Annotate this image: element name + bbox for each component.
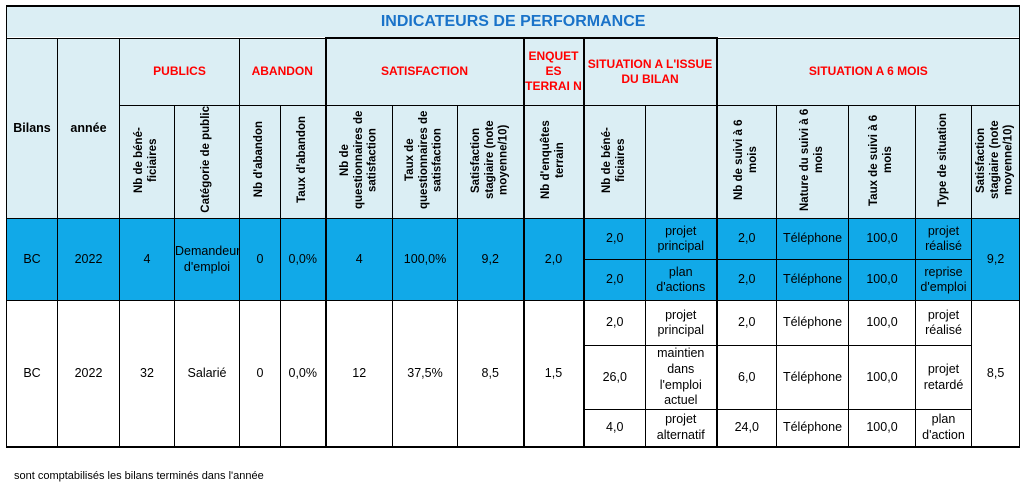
- performance-table: INDICATEURS DE PERFORMANCE Bilans année …: [5, 5, 1021, 448]
- cell-situation-nb: 4,0: [582, 409, 646, 448]
- cell-categorie: Salarié: [174, 300, 240, 448]
- group-situation-6mois: SITUATION A 6 MOIS: [715, 37, 1021, 106]
- cell-taux-questionnaires: 37,5%: [392, 300, 458, 448]
- header-taux-abandon: Taux d'abandon: [295, 116, 308, 203]
- header-nb-abandon: Nb d'abandon: [253, 121, 266, 198]
- group-publics: PUBLICS: [119, 37, 240, 106]
- cell-nature-suivi: Téléphone: [776, 259, 849, 302]
- cell-nb-suivi: 24,0: [716, 409, 777, 448]
- header-nb-beneficiaires: Nb de béné-ficiaires: [133, 126, 159, 193]
- header-bilans: Bilans: [6, 37, 58, 220]
- cell-nature-suivi: Téléphone: [776, 300, 849, 347]
- cell-taux-suivi: 100,0: [848, 300, 916, 347]
- header-nb-suivi-6mois: Nb de suivi à 6 mois: [732, 119, 759, 200]
- cell-satisfaction: 8,5: [457, 300, 524, 448]
- cell-type-situation: projet retardé: [915, 345, 972, 411]
- cell-taux-suivi: 100,0: [848, 409, 916, 448]
- cell-type-situation: projet réalisé: [915, 218, 972, 261]
- table-row: 2,0 plan d'actions 2,0 Téléphone 100,0 r…: [7, 259, 1020, 302]
- cell-nb-suivi: 2,0: [716, 259, 777, 302]
- cell-situation-nb: 2,0: [582, 300, 646, 347]
- cell-taux-suivi: 100,0: [848, 218, 916, 261]
- cell-situation-label: projet principal: [645, 218, 718, 261]
- cell-type-situation: plan d'action: [915, 409, 972, 448]
- cell-taux-suivi: 100,0: [848, 259, 916, 302]
- cell-nb-enquetes: 2,0: [522, 218, 584, 302]
- cell-nb-questionnaires: 12: [324, 300, 393, 448]
- cell-nb-abandon: 0: [239, 218, 281, 302]
- header-type-situation: Type de situation: [936, 112, 949, 207]
- cell-satisfaction-6mois: 9,2: [970, 218, 1021, 302]
- cell-annee: 2022: [57, 300, 120, 448]
- cell-situation-label: projet alternatif: [645, 409, 718, 448]
- cell-bilans: BC: [6, 300, 58, 448]
- cell-taux-abandon: 0,0%: [280, 218, 326, 302]
- header-situation-label: [645, 104, 718, 220]
- cell-nb-suivi: 2,0: [716, 300, 777, 347]
- cell-taux-questionnaires: 100,0%: [392, 218, 458, 302]
- header-taux-questionnaires: Taux de questionnaires de satisfaction: [404, 110, 444, 209]
- cell-nb-enquetes: 1,5: [522, 300, 584, 448]
- header-satisfaction-stagiaire: Satisfaction stagiaire (note moyenne/10): [469, 120, 510, 199]
- group-satisfaction: SATISFACTION: [324, 37, 524, 106]
- cell-satisfaction: 9,2: [457, 218, 524, 302]
- header-nature-suivi: Nature du suivi à 6 mois: [798, 108, 825, 211]
- cell-situation-nb: 2,0: [582, 259, 646, 302]
- cell-situation-nb: 26,0: [582, 345, 646, 411]
- header-satisfaction-6mois: Satisfaction stagiaire (note moyenne/10): [974, 120, 1015, 199]
- header-nb-questionnaires: Nb de questionnaires de satisfaction: [338, 110, 379, 209]
- header-nb-beneficiaires-issue: Nb de béné-ficiaires: [600, 126, 627, 193]
- cell-nb-beneficiaires: 4: [119, 218, 175, 302]
- header-nb-enquetes-terrain: Nb d'enquêtes terrain: [539, 120, 566, 199]
- header-annee: année: [57, 37, 120, 220]
- cell-categorie: Demandeur d'emploi: [174, 218, 240, 302]
- group-enquetes-terrain: ENQUET ES TERRAI N: [522, 37, 584, 106]
- table-row: BC 2022 4 Demandeur d'emploi 0 0,0% 4 10…: [6, 218, 1021, 302]
- table-row: BC 2022 32 Salarié 0 0,0% 12 37,5% 8,5 1…: [6, 300, 1021, 448]
- cell-type-situation: reprise d'emploi: [915, 259, 972, 302]
- cell-nature-suivi: Téléphone: [776, 218, 849, 261]
- cell-nb-abandon: 0: [239, 300, 281, 448]
- cell-situation-label: plan d'actions: [645, 259, 718, 302]
- header-taux-suivi: Taux de suivi à 6 mois: [868, 113, 894, 206]
- cell-situation-nb: 2,0: [582, 218, 646, 261]
- cell-nb-suivi: 2,0: [716, 218, 777, 261]
- table-row: 4,0 projet alternatif 24,0 Téléphone 100…: [7, 409, 1020, 448]
- cell-nb-beneficiaires: 32: [119, 300, 175, 448]
- cell-bilans: BC: [6, 218, 58, 302]
- cell-nature-suivi: Téléphone: [776, 409, 849, 448]
- cell-nb-questionnaires: 4: [324, 218, 393, 302]
- cell-taux-abandon: 0,0%: [280, 300, 326, 448]
- cell-situation-label: maintien dans l'emploi actuel: [645, 345, 718, 411]
- table-row: 26,0 maintien dans l'emploi actuel 6,0 T…: [7, 345, 1020, 411]
- footnote: sont comptabilisés les bilans terminés d…: [14, 470, 264, 482]
- cell-satisfaction-6mois: 8,5: [970, 300, 1021, 448]
- group-abandon: ABANDON: [239, 37, 326, 106]
- cell-type-situation: projet réalisé: [915, 300, 972, 347]
- cell-nature-suivi: Téléphone: [776, 345, 849, 411]
- cell-taux-suivi: 100,0: [848, 345, 916, 411]
- cell-situation-label: projet principal: [645, 300, 718, 347]
- cell-nb-suivi: 6,0: [716, 345, 777, 411]
- cell-annee: 2022: [57, 218, 120, 302]
- header-categorie-public: Catégorie de public: [200, 106, 213, 213]
- group-situation-issue: SITUATION A L'ISSUE DU BILAN: [582, 37, 718, 106]
- table-title: INDICATEURS DE PERFORMANCE: [5, 5, 1021, 39]
